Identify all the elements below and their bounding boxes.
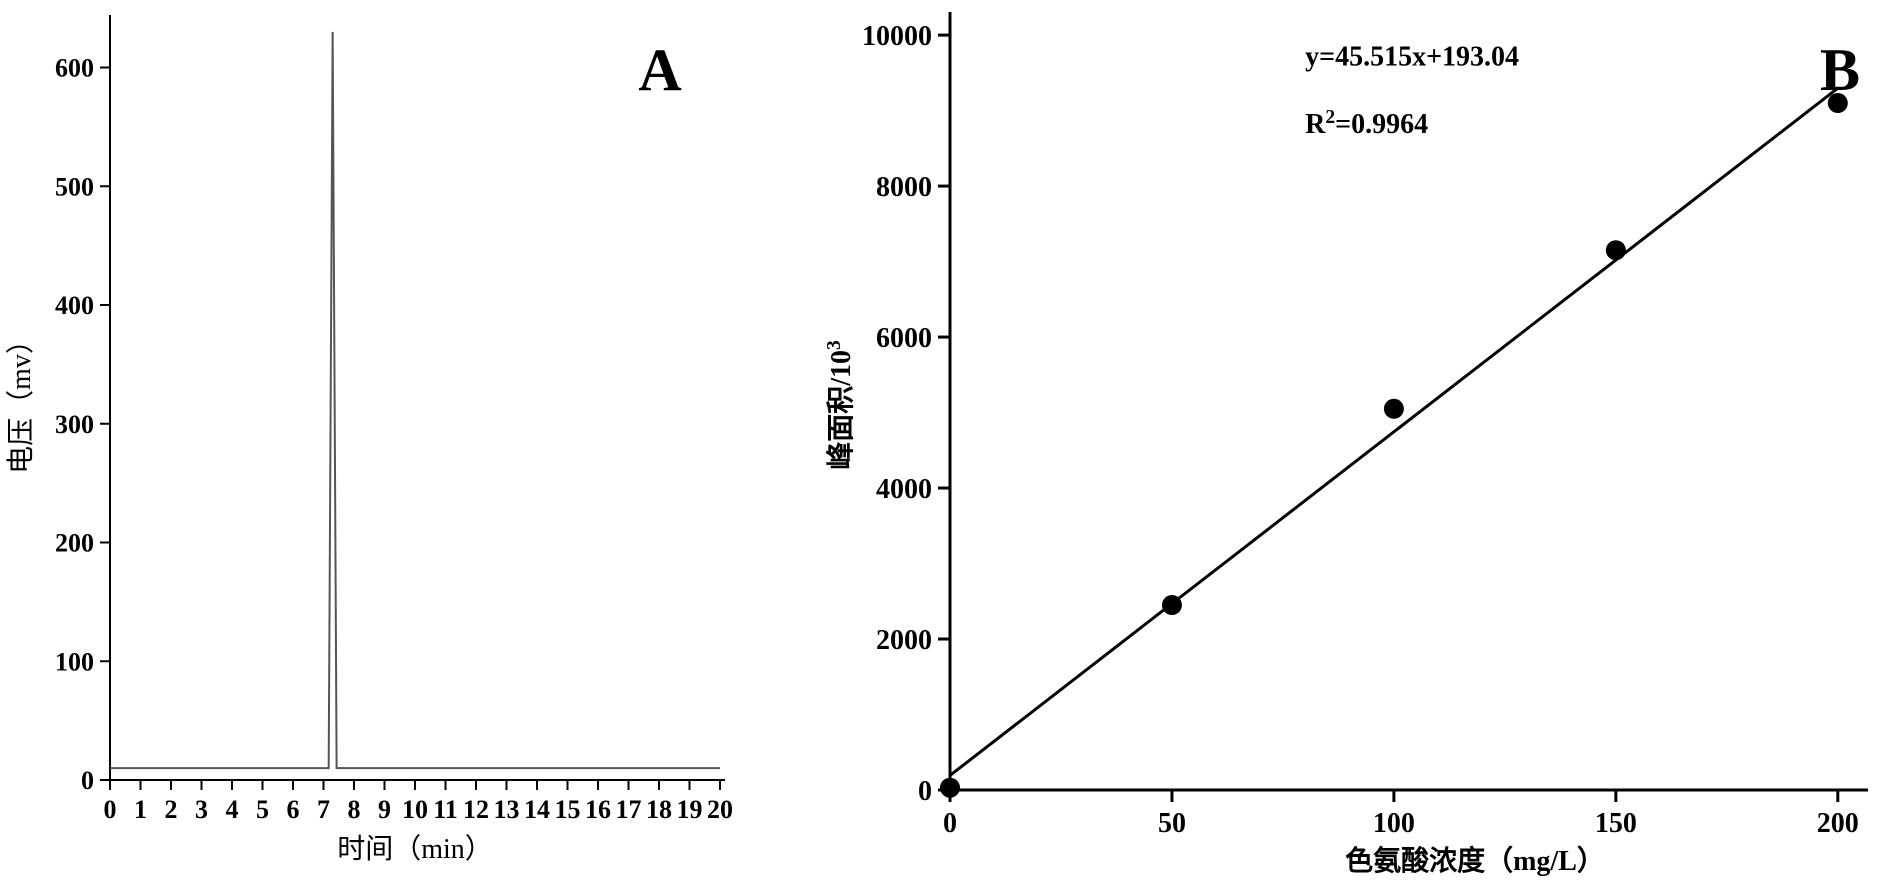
panel-a: 0123456789101112131415161718192001002003… xyxy=(0,0,760,885)
x-tick-label: 12 xyxy=(463,795,489,824)
y-axis-label: 电压（mv） xyxy=(5,326,37,474)
x-tick-label: 0 xyxy=(104,795,117,824)
y-tick-label: 100 xyxy=(55,647,94,676)
panel-label-a: A xyxy=(638,37,681,103)
y-tick-label: 4000 xyxy=(876,474,932,505)
data-point xyxy=(940,778,960,798)
x-tick-label: 16 xyxy=(585,795,611,824)
chromatogram-chart: 0123456789101112131415161718192001002003… xyxy=(0,0,760,885)
x-tick-label: 50 xyxy=(1158,808,1186,839)
x-tick-label: 2 xyxy=(165,795,178,824)
data-point xyxy=(1606,240,1626,260)
x-tick-label: 14 xyxy=(524,795,550,824)
x-tick-label: 13 xyxy=(494,795,520,824)
y-tick-label: 10000 xyxy=(862,21,932,52)
y-tick-label: 0 xyxy=(81,766,94,795)
y-tick-label: 8000 xyxy=(876,172,932,203)
x-tick-label: 200 xyxy=(1817,808,1859,839)
x-tick-label: 3 xyxy=(195,795,208,824)
x-axis-label: 色氨酸浓度（mg/L） xyxy=(1345,844,1605,877)
y-tick-label: 500 xyxy=(55,172,94,201)
r2-annotation: R2=0.9964 xyxy=(1305,107,1428,141)
y-tick-label: 200 xyxy=(55,529,94,558)
x-tick-label: 4 xyxy=(226,795,239,824)
y-tick-label: 400 xyxy=(55,291,94,320)
x-tick-label: 150 xyxy=(1595,808,1637,839)
calibration-chart: 0501001502000200040006000800010000色氨酸浓度（… xyxy=(800,0,1898,885)
y-tick-label: 0 xyxy=(918,776,932,807)
x-tick-label: 20 xyxy=(707,795,733,824)
x-tick-label: 8 xyxy=(348,795,361,824)
x-axis-label: 时间（min） xyxy=(337,833,493,865)
x-tick-label: 0 xyxy=(943,808,957,839)
y-axis-label: 峰面积/103 xyxy=(824,340,858,470)
data-point xyxy=(1162,595,1182,615)
x-tick-label: 17 xyxy=(616,795,642,824)
x-tick-label: 5 xyxy=(256,795,269,824)
y-tick-label: 600 xyxy=(55,54,94,83)
x-tick-label: 19 xyxy=(677,795,703,824)
regression-line xyxy=(950,88,1838,775)
x-tick-label: 9 xyxy=(378,795,391,824)
x-tick-label: 1 xyxy=(134,795,147,824)
x-tick-label: 18 xyxy=(646,795,672,824)
x-tick-label: 6 xyxy=(287,795,300,824)
equation-annotation: y=45.515x+193.04 xyxy=(1305,41,1519,72)
x-tick-label: 11 xyxy=(433,795,458,824)
panel-label-b: B xyxy=(1820,37,1860,103)
chromatogram-trace xyxy=(110,32,720,768)
x-tick-label: 100 xyxy=(1373,808,1415,839)
x-tick-label: 10 xyxy=(402,795,428,824)
x-tick-label: 7 xyxy=(317,795,330,824)
y-tick-label: 2000 xyxy=(876,625,932,656)
y-tick-label: 6000 xyxy=(876,323,932,354)
panel-b: 0501001502000200040006000800010000色氨酸浓度（… xyxy=(800,0,1898,885)
data-point xyxy=(1384,399,1404,419)
y-tick-label: 300 xyxy=(55,410,94,439)
x-tick-label: 15 xyxy=(555,795,581,824)
